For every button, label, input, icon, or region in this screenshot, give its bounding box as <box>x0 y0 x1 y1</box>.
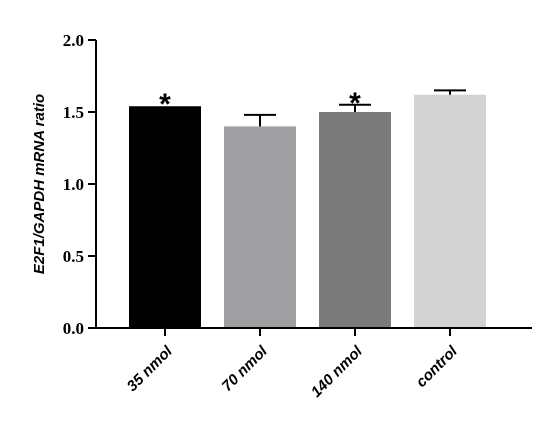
x-axis: 35 nmol 70 nmol 140 nmol control <box>95 327 532 401</box>
bar-35-nmol <box>129 106 201 329</box>
significance-marker: * <box>349 87 361 120</box>
bar-140-nmol <box>319 112 391 328</box>
y-tick-label: 1.5 <box>63 103 84 122</box>
x-tick-label: 140 nmol <box>308 342 367 401</box>
x-tick-label: control <box>413 342 462 391</box>
bar-70-nmol <box>224 126 296 329</box>
y-tick-label: 2.0 <box>63 31 84 50</box>
significance-marker: * <box>159 88 171 121</box>
y-axis: 0.0 0.5 1.0 1.5 2.0 <box>63 31 97 338</box>
bar-control <box>414 94 486 328</box>
y-tick-label: 0.5 <box>63 247 84 266</box>
bars-group: * * <box>129 87 486 329</box>
x-tick-label: 35 nmol <box>124 342 177 395</box>
y-axis-label: E2F1/GAPDH mRNA ratio <box>31 94 48 274</box>
y-tick-label: 1.0 <box>63 175 84 194</box>
y-tick-label: 0.0 <box>63 319 84 338</box>
x-tick-label: 70 nmol <box>219 342 272 395</box>
